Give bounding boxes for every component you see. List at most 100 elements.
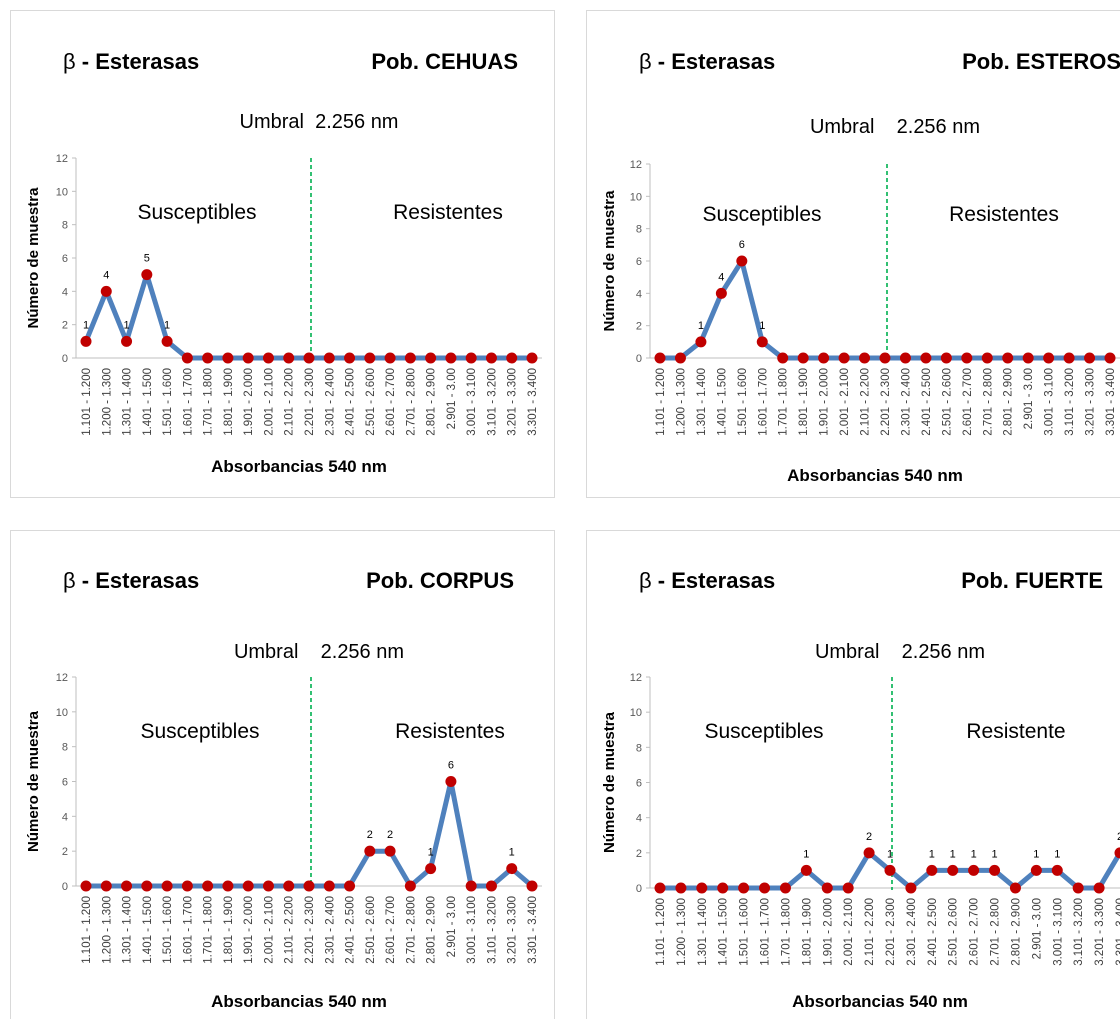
y-tick-label: 4 [636, 288, 642, 300]
data-point-marker [445, 776, 456, 787]
x-tick-label: 2.601 - 2.700 [385, 896, 397, 964]
data-point-marker [466, 353, 477, 364]
y-tick-label: 12 [630, 672, 642, 684]
data-point-marker [1052, 865, 1063, 876]
region-label-resistentes: Resistente [966, 720, 1065, 743]
data-point-marker [1043, 353, 1054, 364]
y-tick-label: 10 [630, 707, 642, 719]
x-tick-label: 1.901 - 2.000 [243, 896, 255, 964]
x-tick-label: 1.301 - 1.400 [696, 368, 708, 436]
x-tick-label: 1.501 - 1.600 [162, 896, 174, 964]
x-tick-label: 2.301 - 2.400 [324, 896, 336, 964]
data-point-marker [506, 353, 517, 364]
x-tick-label: 1.200 - 1.300 [676, 898, 688, 966]
data-label: 2 [367, 829, 373, 841]
region-label-resistentes: Resistentes [949, 203, 1059, 226]
x-tick-label: 2.301 - 2.400 [900, 368, 912, 436]
data-point-marker [696, 883, 707, 894]
x-tick-label: 1.200 - 1.300 [675, 368, 687, 436]
data-label: 5 [144, 253, 150, 265]
x-tick-label: 2.201 - 2.300 [304, 368, 316, 436]
x-tick-label: 2.701 - 2.800 [405, 896, 417, 964]
data-point-marker [425, 863, 436, 874]
x-tick-label: 3.201 - 3.300 [507, 368, 519, 436]
data-point-marker [717, 883, 728, 894]
data-point-marker [202, 881, 213, 892]
data-point-marker [1084, 353, 1095, 364]
data-point-marker [283, 881, 294, 892]
chart-title-greek: β [639, 49, 652, 74]
x-tick-label: 2.801 - 2.900 [426, 896, 438, 964]
data-label: 4 [718, 271, 724, 283]
data-label: 1 [759, 320, 765, 332]
data-point-marker [304, 881, 315, 892]
data-point-marker [801, 865, 812, 876]
x-tick-label: 2.001 - 2.100 [839, 368, 851, 436]
y-tick-label: 4 [62, 811, 68, 823]
data-point-marker [141, 881, 152, 892]
x-tick-label: 1.301 - 1.400 [697, 898, 709, 966]
data-point-marker [263, 881, 274, 892]
data-point-marker [324, 353, 335, 364]
data-point-marker [757, 336, 768, 347]
x-tick-label: 3.001 - 3.100 [1044, 368, 1056, 436]
x-tick-label: 2.501 - 2.600 [948, 898, 960, 966]
data-point-marker [364, 353, 375, 364]
y-tick-label: 2 [636, 848, 642, 860]
x-tick-label: 2.701 - 2.800 [990, 898, 1002, 966]
x-tick-label: 1.801 - 1.900 [223, 368, 235, 436]
data-point-marker [81, 336, 92, 347]
data-point-marker [506, 863, 517, 874]
y-tick-label: 8 [636, 742, 642, 754]
data-label: 1 [803, 848, 809, 860]
x-tick-label: 2.501 - 2.600 [365, 368, 377, 436]
x-tick-label: 1.301 - 1.400 [122, 896, 134, 964]
x-tick-label: 2.401 - 2.500 [345, 896, 357, 964]
y-axis-title: Número de muestra [25, 710, 42, 852]
y-tick-label: 0 [62, 353, 68, 365]
chart-title-text: - Esterasas [76, 568, 200, 593]
data-point-marker [1023, 353, 1034, 364]
chart-subtitle: Umbral 2.256 nm [234, 641, 404, 663]
data-point-marker [839, 353, 850, 364]
y-axis-title: Número de muestra [25, 187, 42, 329]
x-tick-label: 1.101 - 1.200 [81, 368, 93, 436]
data-label: 1 [509, 847, 515, 859]
x-tick-label: 1.601 - 1.700 [182, 368, 194, 436]
data-label: 1 [950, 848, 956, 860]
data-point-marker [1105, 353, 1116, 364]
y-tick-label: 2 [636, 321, 642, 333]
x-tick-label: 1.501 - 1.600 [739, 898, 751, 966]
x-tick-label: 3.301 - 3.400 [1105, 368, 1117, 436]
chart-subtitle: Umbral 2.256 nm [815, 641, 985, 663]
x-tick-label: 2.801 - 2.900 [1003, 368, 1015, 436]
y-tick-label: 4 [62, 286, 68, 298]
data-point-marker [989, 865, 1000, 876]
x-tick-label: 2.901 - 3.00 [1023, 368, 1035, 429]
data-label: 1 [698, 320, 704, 332]
x-tick-label: 1.901 - 2.000 [243, 368, 255, 436]
chart-title-text: - Esterasas [652, 568, 776, 593]
y-tick-label: 0 [636, 883, 642, 895]
data-point-marker [926, 865, 937, 876]
data-point-marker [162, 881, 173, 892]
data-point-marker [695, 336, 706, 347]
x-tick-label: 3.001 - 3.100 [1052, 898, 1064, 966]
chart-title: β - Esterasas [63, 568, 199, 593]
data-label: 1 [83, 319, 89, 331]
y-tick-label: 6 [62, 777, 68, 789]
x-tick-label: 2.401 - 2.500 [345, 368, 357, 436]
x-tick-label: 2.101 - 2.200 [284, 896, 296, 964]
data-point-marker [941, 353, 952, 364]
data-point-marker [905, 883, 916, 894]
x-tick-label: 3.201 - 3.300 [507, 896, 519, 964]
y-tick-label: 12 [56, 672, 68, 684]
y-tick-label: 6 [636, 256, 642, 268]
data-point-marker [527, 881, 538, 892]
x-tick-label: 1.901 - 2.000 [822, 898, 834, 966]
data-point-marker [81, 881, 92, 892]
data-point-marker [324, 881, 335, 892]
data-point-marker [864, 847, 875, 858]
